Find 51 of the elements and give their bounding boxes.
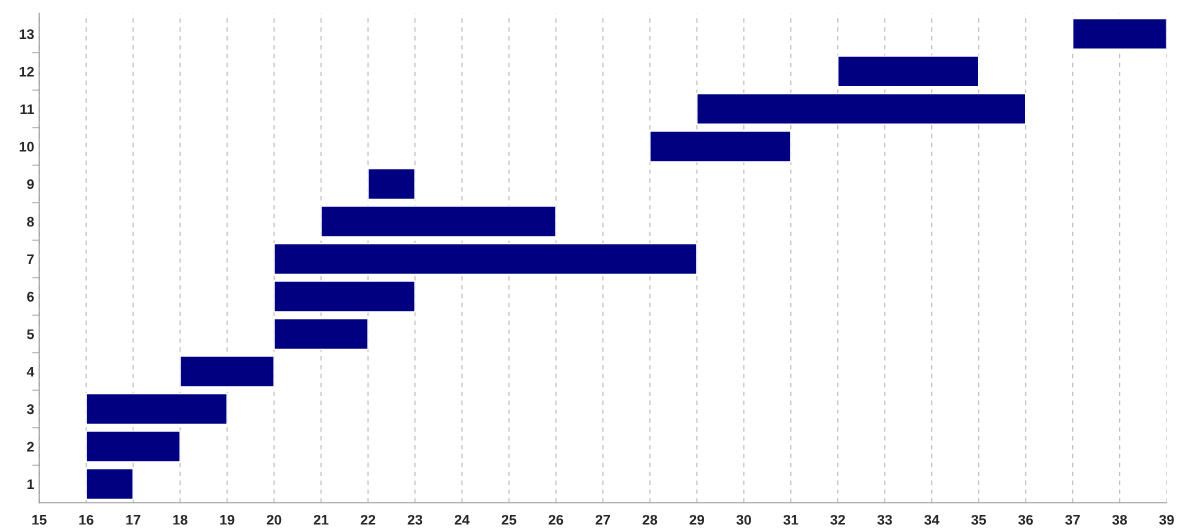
x-tick-label: 16 — [79, 514, 94, 525]
x-tick-label: 33 — [877, 514, 892, 525]
y-tick-label: 1 — [27, 479, 34, 490]
x-tick-label: 29 — [689, 514, 705, 525]
x-tick-label: 15 — [32, 515, 47, 525]
x-tick-label: 24 — [454, 514, 470, 525]
y-tick-label: 8 — [27, 216, 34, 227]
bar — [273, 317, 369, 351]
x-tick-label: 31 — [783, 514, 799, 525]
y-tick-label: 11 — [20, 104, 34, 114]
x-tick-label: 26 — [548, 514, 564, 525]
bar — [649, 130, 792, 163]
x-tick-label: 19 — [220, 514, 235, 525]
x-tick-label: 32 — [830, 514, 845, 525]
x-tick-label: 38 — [1112, 514, 1127, 525]
x-tick-label: 25 — [501, 514, 517, 525]
bar — [696, 92, 1027, 126]
y-tick-label: 7 — [27, 254, 34, 264]
y-tick-label: 9 — [27, 179, 34, 190]
y-tick-label: 4 — [26, 366, 35, 377]
x-tick-label: 39 — [1159, 514, 1174, 525]
y-tick-label: 10 — [19, 141, 34, 152]
x-tick-label: 35 — [971, 514, 987, 525]
y-tick-label: 3 — [26, 404, 34, 415]
x-tick-label: 28 — [642, 514, 658, 525]
y-tick-label: 12 — [19, 66, 34, 77]
bar — [367, 167, 416, 201]
bar — [1071, 17, 1167, 50]
bar — [85, 430, 181, 463]
x-tick-label: 20 — [266, 514, 282, 525]
y-tick-label: 5 — [27, 329, 34, 340]
bar — [85, 467, 134, 501]
bar — [179, 355, 275, 388]
x-tick-label: 34 — [924, 514, 940, 525]
y-tick-label: 13 — [19, 29, 34, 40]
y-tick-label: 2 — [27, 441, 34, 452]
bar — [273, 242, 698, 276]
bar — [837, 55, 980, 88]
x-tick-label: 21 — [313, 514, 329, 525]
x-tick-label: 30 — [736, 514, 751, 525]
bar — [273, 280, 416, 313]
x-tick-label: 27 — [595, 514, 611, 525]
x-tick-label: 23 — [407, 514, 423, 525]
x-tick-label: 18 — [173, 514, 188, 525]
x-tick-label: 17 — [126, 515, 141, 525]
bar — [85, 392, 228, 426]
x-tick-label: 36 — [1018, 514, 1033, 525]
y-tick-label: 6 — [27, 291, 34, 302]
bar — [320, 205, 557, 238]
x-tick-label: 22 — [360, 514, 376, 525]
x-tick-label: 37 — [1065, 514, 1080, 525]
